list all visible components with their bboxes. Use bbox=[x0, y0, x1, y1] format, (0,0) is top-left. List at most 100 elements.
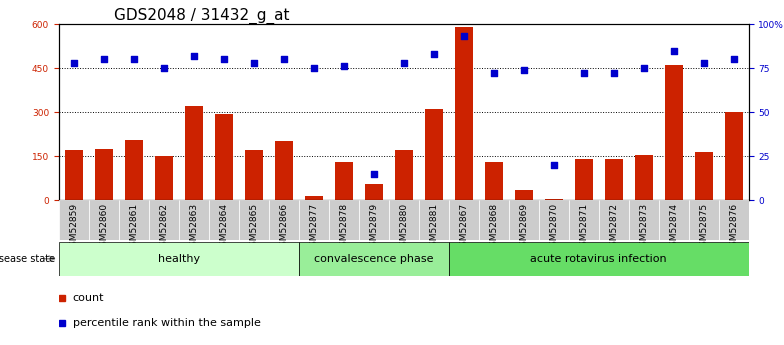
Point bbox=[187, 53, 200, 59]
Bar bbox=[274, 141, 292, 200]
Point bbox=[578, 71, 590, 76]
Text: GSM52859: GSM52859 bbox=[69, 203, 78, 253]
Text: GSM52879: GSM52879 bbox=[369, 203, 378, 253]
Bar bbox=[695, 152, 713, 200]
Bar bbox=[419, 200, 448, 240]
Text: convalescence phase: convalescence phase bbox=[314, 254, 434, 264]
Point bbox=[427, 51, 440, 57]
Bar bbox=[365, 184, 383, 200]
Bar bbox=[539, 200, 568, 240]
Bar bbox=[245, 150, 263, 200]
Bar bbox=[185, 106, 203, 200]
Text: GSM52863: GSM52863 bbox=[189, 203, 198, 253]
Text: GSM52860: GSM52860 bbox=[100, 203, 108, 253]
Point bbox=[698, 60, 710, 66]
Point bbox=[637, 66, 650, 71]
Bar bbox=[269, 200, 299, 240]
Bar bbox=[719, 200, 749, 240]
Text: GSM52866: GSM52866 bbox=[279, 203, 289, 253]
Text: healthy: healthy bbox=[158, 254, 200, 264]
Text: GSM52868: GSM52868 bbox=[489, 203, 499, 253]
Bar bbox=[604, 159, 622, 200]
Bar bbox=[455, 27, 473, 200]
Point bbox=[337, 63, 350, 69]
Text: GSM52880: GSM52880 bbox=[399, 203, 408, 253]
Text: percentile rank within the sample: percentile rank within the sample bbox=[73, 318, 260, 328]
Bar bbox=[335, 162, 353, 200]
Bar bbox=[299, 200, 328, 240]
Point bbox=[307, 66, 320, 71]
Bar bbox=[515, 190, 533, 200]
Point bbox=[158, 66, 170, 71]
Text: GSM52867: GSM52867 bbox=[459, 203, 468, 253]
Bar bbox=[125, 140, 143, 200]
Text: GSM52861: GSM52861 bbox=[129, 203, 138, 253]
Bar bbox=[575, 159, 593, 200]
Bar bbox=[599, 200, 629, 240]
Text: GSM52876: GSM52876 bbox=[729, 203, 739, 253]
Point bbox=[278, 57, 290, 62]
Bar bbox=[95, 149, 113, 200]
Bar bbox=[359, 200, 389, 240]
Point bbox=[128, 57, 140, 62]
Point bbox=[517, 67, 530, 73]
Bar bbox=[635, 155, 653, 200]
Bar bbox=[59, 200, 89, 240]
Bar bbox=[305, 196, 323, 200]
Bar bbox=[665, 65, 683, 200]
Bar bbox=[688, 200, 719, 240]
Point bbox=[547, 162, 560, 168]
Bar bbox=[89, 200, 119, 240]
Point bbox=[67, 60, 80, 66]
Bar bbox=[239, 200, 269, 240]
Bar bbox=[179, 200, 209, 240]
Bar bbox=[389, 200, 419, 240]
Text: disease state: disease state bbox=[0, 254, 55, 264]
Text: GSM52871: GSM52871 bbox=[579, 203, 588, 253]
Bar bbox=[215, 114, 233, 200]
Bar bbox=[509, 200, 539, 240]
Bar bbox=[629, 200, 659, 240]
Text: GDS2048 / 31432_g_at: GDS2048 / 31432_g_at bbox=[114, 8, 289, 24]
Point bbox=[217, 57, 230, 62]
Bar bbox=[65, 150, 83, 200]
Point bbox=[667, 48, 680, 53]
Text: acute rotavirus infection: acute rotavirus infection bbox=[531, 254, 667, 264]
Bar bbox=[448, 241, 749, 276]
Text: GSM52869: GSM52869 bbox=[519, 203, 528, 253]
Bar bbox=[299, 241, 448, 276]
Point bbox=[608, 71, 620, 76]
Point bbox=[488, 71, 500, 76]
Bar bbox=[328, 200, 359, 240]
Point bbox=[97, 57, 110, 62]
Bar bbox=[395, 150, 412, 200]
Text: GSM52875: GSM52875 bbox=[699, 203, 708, 253]
Text: count: count bbox=[73, 293, 104, 303]
Bar bbox=[659, 200, 688, 240]
Point bbox=[458, 34, 470, 39]
Bar bbox=[154, 156, 172, 200]
Bar bbox=[568, 200, 599, 240]
Bar bbox=[425, 109, 443, 200]
Text: GSM52870: GSM52870 bbox=[550, 203, 558, 253]
Text: GSM52862: GSM52862 bbox=[159, 203, 169, 252]
Text: GSM52878: GSM52878 bbox=[339, 203, 348, 253]
Text: GSM52872: GSM52872 bbox=[609, 203, 619, 252]
Bar bbox=[119, 200, 149, 240]
Text: GSM52873: GSM52873 bbox=[639, 203, 648, 253]
Bar bbox=[59, 241, 299, 276]
Point bbox=[397, 60, 410, 66]
Text: GSM52877: GSM52877 bbox=[309, 203, 318, 253]
Bar bbox=[479, 200, 509, 240]
Bar bbox=[209, 200, 239, 240]
Bar bbox=[724, 112, 742, 200]
Point bbox=[248, 60, 260, 66]
Bar bbox=[485, 162, 503, 200]
Text: GSM52881: GSM52881 bbox=[430, 203, 438, 253]
Text: GSM52865: GSM52865 bbox=[249, 203, 258, 253]
Point bbox=[728, 57, 740, 62]
Bar bbox=[149, 200, 179, 240]
Bar bbox=[448, 200, 479, 240]
Text: GSM52864: GSM52864 bbox=[220, 203, 228, 252]
Text: GSM52874: GSM52874 bbox=[670, 203, 678, 252]
